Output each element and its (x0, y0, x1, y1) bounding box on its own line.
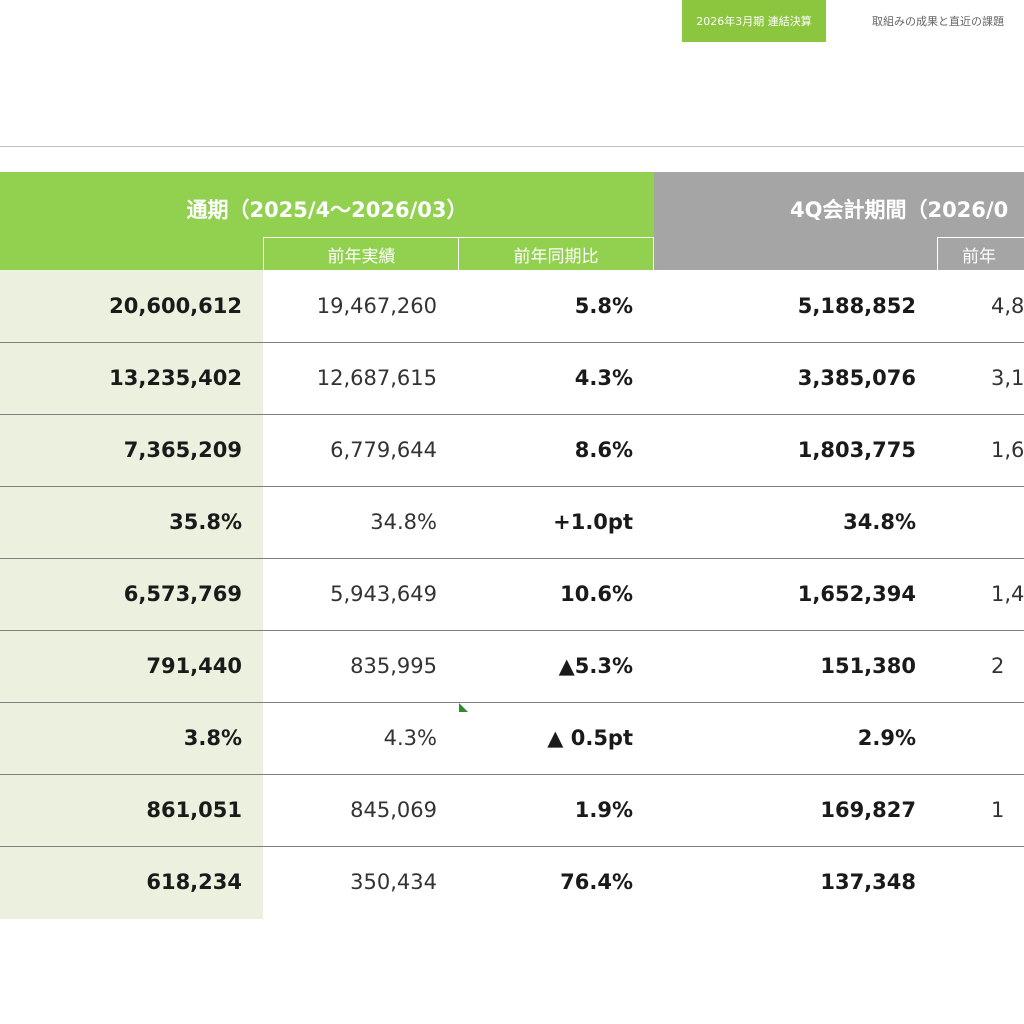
full-year-title: 通期（2025/4～2026/03） (186, 198, 468, 222)
yoy-value: 10.6% (560, 582, 633, 606)
q4-value: 1,803,775 (797, 438, 916, 462)
q4-prior-value (937, 846, 1024, 918)
current-value: 791,440 (146, 654, 242, 678)
current-value: 20,600,612 (109, 294, 242, 318)
header-divider (0, 146, 1024, 147)
yoy-value: 5.8% (574, 294, 633, 318)
tab-consolidated-results[interactable]: 2026年3月期 連結決算 (682, 0, 826, 42)
table-row: 861,051 845,069 1.9% 169,827 1 (0, 774, 1024, 846)
prior-value: 835,995 (350, 654, 437, 678)
prior-value: 5,943,649 (330, 582, 437, 606)
full-year-header (0, 172, 654, 270)
current-period-column (0, 270, 263, 919)
current-value: 35.8% (169, 510, 242, 534)
yoy-value: 4.3% (574, 366, 633, 390)
current-value: 3.8% (183, 726, 242, 750)
prior-value: 4.3% (383, 726, 437, 750)
current-value: 7,365,209 (123, 438, 242, 462)
yoy-value: ▲ 0.5pt (547, 726, 633, 750)
prior-value: 845,069 (350, 798, 437, 822)
yoy-value: 1.9% (574, 798, 633, 822)
prior-value: 19,467,260 (316, 294, 437, 318)
q4-value: 151,380 (820, 654, 916, 678)
table-row: 20,600,612 19,467,260 5.8% 5,188,852 4,8 (0, 270, 1024, 342)
yoy-value: 8.6% (574, 438, 633, 462)
yoy-value: 76.4% (560, 870, 633, 894)
column-header-prior-results: 前年実績 (263, 237, 459, 270)
q4-value: 137,348 (820, 870, 916, 894)
prior-value: 34.8% (370, 510, 437, 534)
q4-prior-value: 1,6 (991, 438, 1024, 462)
current-value: 861,051 (146, 798, 242, 822)
yoy-value: ▲5.3% (558, 654, 633, 678)
q4-prior-value (937, 702, 1024, 774)
row-divider (0, 342, 1024, 343)
tab-achievements-issues[interactable]: 取組みの成果と直近の課題 (872, 15, 1004, 28)
table-row: 35.8% 34.8% +1.0pt 34.8% (0, 486, 1024, 558)
q4-prior-value: 1,4 (991, 582, 1024, 606)
q4-value: 169,827 (820, 798, 916, 822)
q4-prior-value: 4,8 (991, 294, 1024, 318)
table-row: 6,573,769 5,943,649 10.6% 1,652,394 1,4 (0, 558, 1024, 630)
row-divider (0, 486, 1024, 487)
row-divider (0, 630, 1024, 631)
column-header-yoy: 前年同期比 (458, 237, 654, 270)
yoy-value: +1.0pt (553, 510, 633, 534)
q4-title: 4Q会計期間（2026/0 (790, 198, 1009, 222)
q4-prior-value: 1 (991, 798, 1005, 822)
table-row: 618,234 350,434 76.4% 137,348 (0, 846, 1024, 918)
row-divider (0, 558, 1024, 559)
q4-header (654, 172, 1024, 270)
table-row: 7,365,209 6,779,644 8.6% 1,803,775 1,6 (0, 414, 1024, 486)
prior-value: 350,434 (350, 870, 437, 894)
comment-marker-icon (459, 703, 468, 712)
table-row: 791,440 835,995 ▲5.3% 151,380 2 (0, 630, 1024, 702)
current-value: 6,573,769 (123, 582, 242, 606)
prior-value: 6,779,644 (330, 438, 437, 462)
q4-value: 34.8% (843, 510, 916, 534)
q4-value: 5,188,852 (797, 294, 916, 318)
q4-value: 2.9% (857, 726, 916, 750)
q4-prior-value (937, 486, 1024, 558)
row-divider (0, 846, 1024, 847)
row-divider (0, 774, 1024, 775)
table-row: 3.8% 4.3% ▲ 0.5pt 2.9% (0, 702, 1024, 774)
prior-value: 12,687,615 (316, 366, 437, 390)
row-divider (0, 702, 1024, 703)
current-value: 13,235,402 (109, 366, 242, 390)
q4-prior-value: 3,1 (991, 366, 1024, 390)
column-header-q4-prior: 前年 (937, 237, 1024, 270)
q4-value: 1,652,394 (797, 582, 916, 606)
q4-value: 3,385,076 (797, 366, 916, 390)
row-divider (0, 414, 1024, 415)
q4-prior-value: 2 (991, 654, 1005, 678)
table-row: 13,235,402 12,687,615 4.3% 3,385,076 3,1 (0, 342, 1024, 414)
current-value: 618,234 (146, 870, 242, 894)
